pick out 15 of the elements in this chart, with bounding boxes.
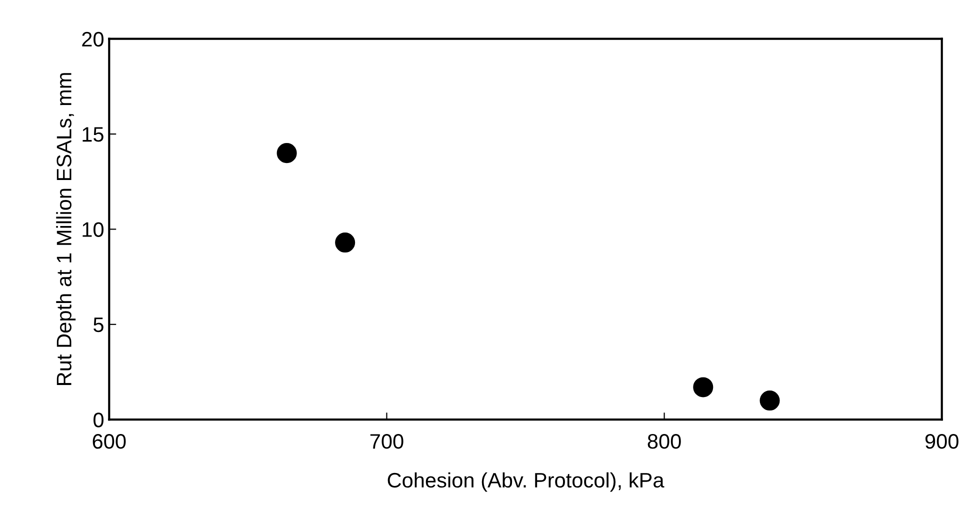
x-tick-label: 700 xyxy=(370,434,404,449)
x-tick-label: 900 xyxy=(925,434,958,449)
y-axis-title: Rut Depth at 1 Million ESALs, mm xyxy=(56,73,76,385)
point xyxy=(276,143,297,164)
x-tick-label: 600 xyxy=(92,434,126,449)
y-tick-label: 5 xyxy=(94,318,104,332)
point xyxy=(693,377,714,398)
x-tick-label: 800 xyxy=(648,434,681,449)
point xyxy=(760,390,780,411)
y-tick-label: 15 xyxy=(82,127,104,142)
y-tick-label: 10 xyxy=(82,222,104,237)
y-tick-label: 0 xyxy=(94,412,104,428)
x-axis-title: Cohesion (Abv. Protocol), kPa xyxy=(388,472,664,492)
y-tick-label: 20 xyxy=(82,32,104,47)
point xyxy=(335,232,356,253)
